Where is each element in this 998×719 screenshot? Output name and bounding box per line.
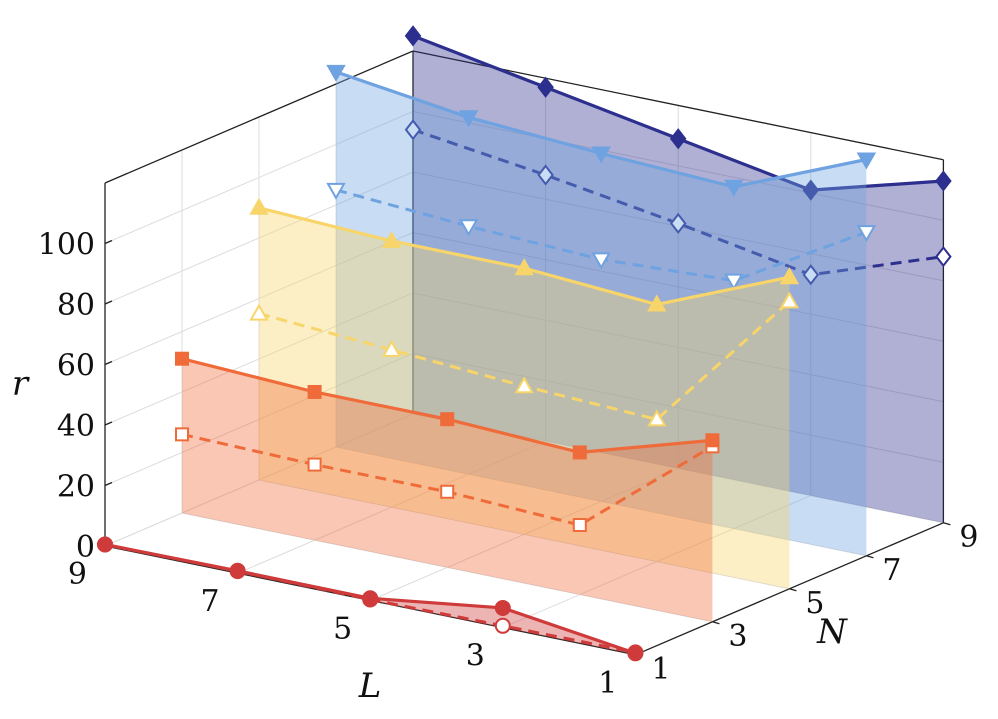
y-tick-mark [789, 588, 797, 592]
series-N3 [175, 351, 720, 622]
series-N5 [249, 197, 800, 589]
z-tick-mark [104, 421, 113, 426]
x-tick-label: 5 [333, 611, 352, 646]
marker-solid-N9 [404, 25, 422, 47]
y-tick-mark [943, 522, 951, 526]
x-tick-label: 3 [466, 639, 485, 674]
marker-solid-N1 [494, 599, 511, 616]
marker-dashed-N5 [514, 376, 534, 394]
marker-solid-N5 [381, 230, 402, 248]
y-tick-label: 3 [728, 619, 747, 654]
marker-dashed-N5 [779, 291, 800, 309]
series-layer [97, 25, 952, 662]
z-axis-label: r [12, 364, 30, 404]
z-tick-mark [104, 481, 113, 487]
marker-solid-N5 [647, 294, 667, 312]
series-N9 [404, 25, 952, 523]
z-tick-mark [104, 300, 113, 305]
z-tick-label: 60 [57, 349, 95, 384]
grid-line-floor [181, 512, 713, 623]
x-tick-label: 7 [201, 584, 220, 619]
z-tick-label: 20 [57, 470, 95, 505]
y-tick-label: 1 [651, 652, 670, 687]
marker-dashed-N7 [724, 273, 744, 291]
marker-dashed-N3 [440, 484, 455, 499]
y-tick-label: 5 [805, 586, 824, 621]
marker-dashed-N9 [537, 164, 554, 186]
marker-solid-N7 [591, 146, 611, 164]
marker-dashed-N9 [802, 264, 820, 286]
marker-solid-N3 [307, 384, 322, 399]
marker-dashed-N5 [249, 303, 269, 321]
marker-solid-N3 [572, 445, 587, 460]
y-tick-label: 7 [882, 553, 901, 588]
z-tick-mark [104, 360, 113, 366]
marker-solid-N7 [326, 64, 346, 82]
marker-dashed-N5 [381, 339, 402, 357]
x-axis-label: L [358, 666, 382, 706]
marker-dashed-N3 [307, 457, 322, 472]
marker-dashed-N5 [647, 409, 667, 427]
marker-dashed-N7 [856, 225, 877, 243]
marker-dashed-N7 [458, 219, 479, 237]
marker-solid-N1 [362, 590, 379, 607]
marker-solid-N3 [705, 433, 720, 448]
marker-solid-N1 [229, 562, 246, 579]
z-tick-label: 100 [38, 228, 95, 263]
marker-dashed-N7 [326, 182, 346, 200]
y-tick-mark [866, 555, 874, 559]
marker-solid-N5 [514, 258, 534, 276]
marker-solid-N5 [779, 267, 800, 285]
marker-solid-N1 [97, 536, 113, 553]
marker-solid-N7 [856, 152, 877, 170]
area-N9 [413, 35, 944, 523]
marker-dashed-N9 [669, 212, 687, 235]
marker-solid-N1 [627, 645, 644, 662]
marker-solid-N9 [537, 76, 554, 98]
series-N1 [97, 536, 644, 662]
box-edge-top-left [104, 50, 414, 184]
marker-dashed-N3 [175, 427, 189, 442]
area-N5 [259, 207, 790, 589]
marker-solid-N9 [669, 128, 687, 150]
marker-solid-N9 [935, 170, 952, 192]
x-tick-label: 1 [598, 666, 617, 701]
grid-line-floor [258, 479, 790, 590]
marker-dashed-N9 [935, 245, 952, 268]
dashed-line-N9 [412, 128, 944, 277]
marker-dashed-N7 [591, 252, 611, 270]
marker-dashed-N9 [404, 119, 422, 141]
marker-dashed-N3 [572, 518, 587, 533]
marker-dashed-N1 [494, 617, 511, 634]
tick-labels: 0 20 40 60 80 100 9 7 5 3 1 1 3 5 7 9 [38, 228, 979, 701]
x-tick-label: 9 [68, 557, 87, 592]
grid-line-floor [335, 446, 867, 557]
y-tick-mark [712, 621, 720, 625]
marker-solid-N7 [724, 179, 744, 197]
z-tick-label: 80 [57, 288, 95, 323]
marker-solid-N9 [802, 179, 820, 201]
marker-solid-N5 [249, 197, 269, 215]
y-axis-label: N [816, 612, 848, 652]
marker-solid-N7 [458, 110, 479, 128]
y-tick-label: 9 [959, 520, 978, 555]
z-tick-mark [104, 239, 113, 245]
marker-solid-N3 [175, 351, 189, 366]
z-tick-label: 0 [76, 530, 95, 565]
series-N7 [326, 64, 877, 556]
z-tick-label: 40 [57, 409, 95, 444]
marker-solid-N3 [440, 412, 455, 427]
